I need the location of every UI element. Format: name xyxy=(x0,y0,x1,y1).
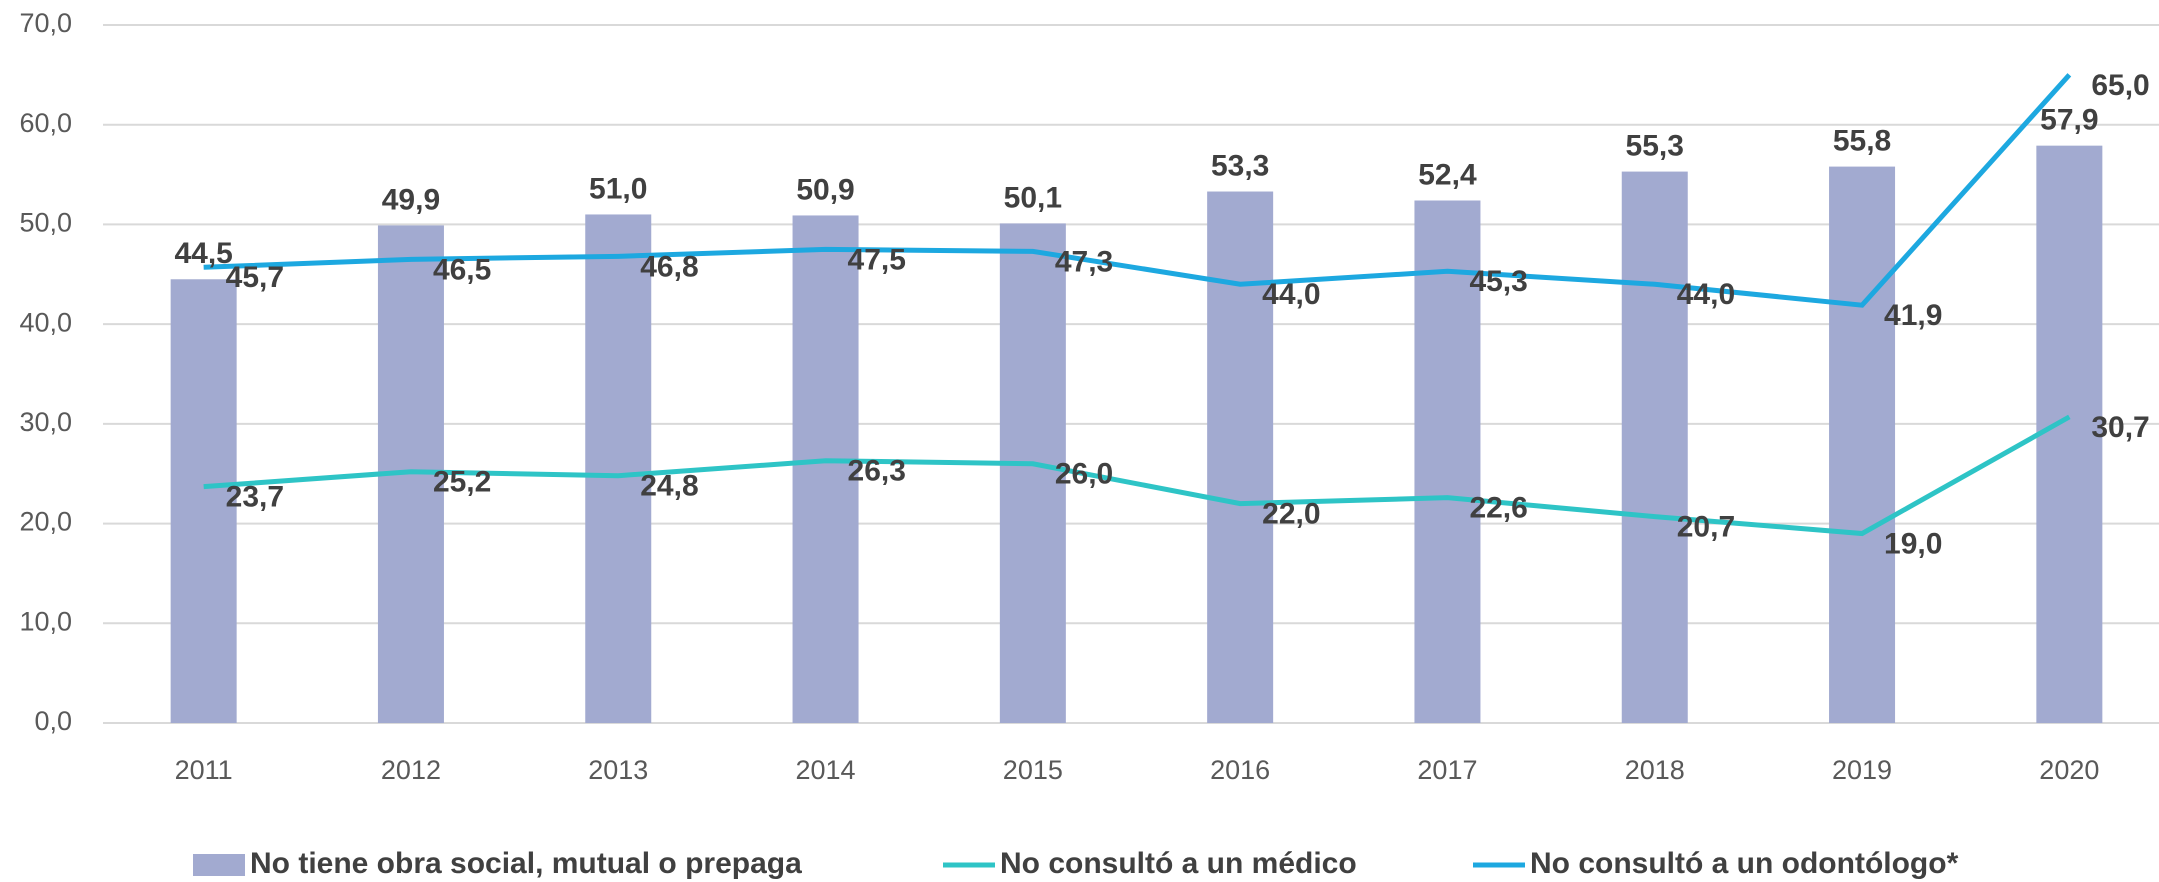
x-tick-label: 2014 xyxy=(796,755,856,785)
value-label: 44,0 xyxy=(1677,278,1735,311)
x-tick-label: 2020 xyxy=(2039,755,2099,785)
value-label: 22,6 xyxy=(1469,492,1527,525)
bar xyxy=(792,215,859,723)
value-label: 26,0 xyxy=(1055,458,1113,491)
value-label: 45,3 xyxy=(1469,265,1527,298)
x-tick-label: 2018 xyxy=(1625,755,1685,785)
value-label: 55,3 xyxy=(1626,130,1684,163)
bar xyxy=(1829,166,1896,723)
value-label: 46,5 xyxy=(433,253,491,286)
bar xyxy=(1621,171,1688,723)
line xyxy=(203,73,2072,308)
y-tick-label: 50,0 xyxy=(19,208,72,238)
y-tick-label: 20,0 xyxy=(19,507,72,537)
value-label: 53,3 xyxy=(1211,149,1269,182)
value-label: 26,3 xyxy=(848,455,906,488)
bar xyxy=(585,214,652,723)
x-tick-label: 2013 xyxy=(588,755,648,785)
x-tick-label: 2017 xyxy=(1417,755,1477,785)
legend-swatch xyxy=(193,854,245,876)
y-tick-label: 0,0 xyxy=(34,706,72,736)
value-label: 49,9 xyxy=(382,183,440,216)
x-tick-label: 2019 xyxy=(1832,755,1892,785)
value-label: 65,0 xyxy=(2091,69,2149,102)
value-label: 19,0 xyxy=(1884,527,1942,560)
legend-label: No tiene obra social, mutual o prepaga xyxy=(250,847,802,880)
y-tick-label: 70,0 xyxy=(19,8,72,38)
x-tick-label: 2016 xyxy=(1210,755,1270,785)
value-label: 50,1 xyxy=(1004,181,1062,214)
value-label: 22,0 xyxy=(1262,498,1320,531)
value-label: 25,2 xyxy=(433,466,491,499)
value-label: 41,9 xyxy=(1884,299,1942,332)
line xyxy=(203,414,2071,537)
value-label: 52,4 xyxy=(1418,158,1477,191)
value-label: 46,8 xyxy=(640,250,698,283)
legend-label: No consultó a un odontólogo* xyxy=(1530,847,1959,880)
bar xyxy=(170,279,237,723)
bar xyxy=(2036,145,2103,723)
value-label: 45,7 xyxy=(226,261,284,294)
x-tick-label: 2011 xyxy=(175,755,233,785)
value-label: 24,8 xyxy=(640,470,698,503)
y-tick-label: 10,0 xyxy=(19,606,72,636)
value-label: 51,0 xyxy=(589,172,647,205)
value-label: 55,8 xyxy=(1833,125,1891,158)
value-label: 47,3 xyxy=(1055,245,1113,278)
value-label: 47,5 xyxy=(848,243,906,276)
y-tick-label: 30,0 xyxy=(19,407,72,437)
y-tick-label: 40,0 xyxy=(19,307,72,337)
value-label: 20,7 xyxy=(1677,511,1735,544)
value-label: 57,9 xyxy=(2040,104,2098,137)
value-label: 50,9 xyxy=(796,173,854,206)
value-label: 44,5 xyxy=(174,237,232,270)
y-tick-label: 60,0 xyxy=(19,108,72,138)
bar xyxy=(999,223,1066,723)
value-label: 30,7 xyxy=(2091,411,2149,444)
bar xyxy=(1207,191,1274,724)
x-tick-label: 2015 xyxy=(1003,755,1063,785)
value-label: 23,7 xyxy=(226,481,284,514)
x-tick-label: 2012 xyxy=(381,755,441,785)
legend-label: No consultó a un médico xyxy=(1000,847,1357,880)
bar xyxy=(1414,200,1481,724)
value-label: 44,0 xyxy=(1262,278,1320,311)
